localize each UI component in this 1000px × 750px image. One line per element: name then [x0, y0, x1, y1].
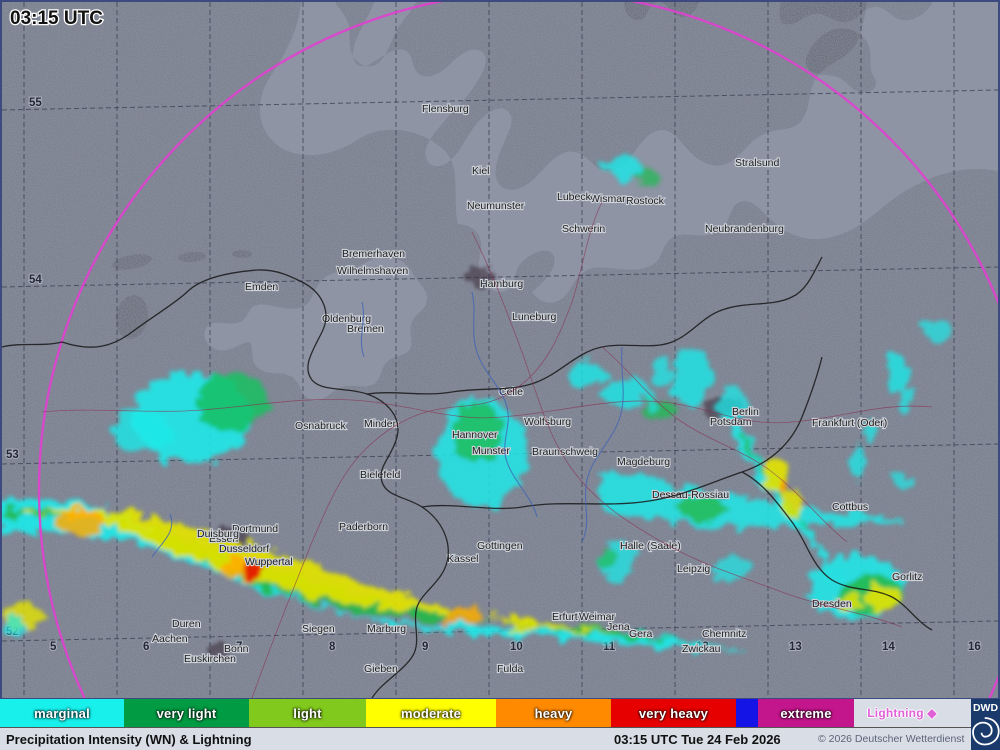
- svg-text:Rostock: Rostock: [626, 195, 665, 207]
- svg-text:Minden: Minden: [364, 418, 399, 430]
- svg-text:13: 13: [789, 641, 802, 653]
- svg-text:Braunschweig: Braunschweig: [532, 446, 598, 458]
- svg-text:Leipzig: Leipzig: [677, 563, 710, 575]
- svg-text:10: 10: [510, 641, 523, 653]
- svg-text:Paderborn: Paderborn: [339, 521, 388, 533]
- svg-text:16: 16: [968, 641, 981, 653]
- svg-text:Hannover: Hannover: [452, 429, 498, 441]
- svg-text:14: 14: [882, 641, 895, 653]
- svg-text:Bremerhaven: Bremerhaven: [342, 248, 405, 260]
- svg-text:Kiel: Kiel: [472, 165, 490, 177]
- svg-text:Potsdam: Potsdam: [710, 416, 752, 428]
- svg-text:Stralsund: Stralsund: [735, 157, 780, 169]
- svg-text:Wuppertal: Wuppertal: [245, 556, 293, 568]
- svg-text:54: 54: [29, 274, 42, 286]
- svg-text:Aachen: Aachen: [152, 633, 188, 645]
- svg-text:Schwerin: Schwerin: [562, 223, 605, 235]
- svg-text:Flensburg: Flensburg: [422, 103, 469, 115]
- svg-text:Fulda: Fulda: [497, 663, 523, 675]
- svg-text:Wolfsburg: Wolfsburg: [524, 416, 571, 428]
- svg-text:Kassel: Kassel: [447, 553, 479, 565]
- svg-text:Hamburg: Hamburg: [480, 278, 523, 290]
- svg-text:Dresden: Dresden: [812, 598, 852, 610]
- svg-text:Frankfurt (Oder): Frankfurt (Oder): [812, 417, 887, 429]
- svg-text:Zwickau: Zwickau: [682, 643, 721, 655]
- svg-text:Cottbus: Cottbus: [832, 501, 868, 513]
- svg-text:Luneburg: Luneburg: [512, 311, 557, 323]
- svg-text:Bielefeld: Bielefeld: [360, 469, 400, 481]
- svg-text:9: 9: [422, 641, 428, 653]
- svg-text:DWD: DWD: [973, 702, 998, 714]
- svg-text:Siegen: Siegen: [302, 623, 335, 635]
- svg-text:Neubrandenburg: Neubrandenburg: [705, 223, 784, 235]
- svg-text:Bonn: Bonn: [224, 643, 249, 655]
- svg-text:53: 53: [6, 449, 19, 461]
- svg-text:Gorlitz: Gorlitz: [892, 571, 922, 583]
- svg-text:Lubeck: Lubeck: [557, 191, 592, 203]
- svg-text:Duisburg: Duisburg: [197, 528, 239, 540]
- svg-text:Dusseldorf: Dusseldorf: [219, 543, 269, 555]
- svg-text:03:15 UTC: 03:15 UTC: [10, 8, 103, 29]
- svg-text:Gera: Gera: [629, 628, 653, 640]
- svg-text:Chemnitz: Chemnitz: [702, 628, 746, 640]
- svg-text:Weimar: Weimar: [579, 611, 615, 623]
- svg-text:Neumunster: Neumunster: [467, 200, 525, 212]
- svg-text:5: 5: [50, 641, 57, 653]
- svg-text:Bremen: Bremen: [347, 323, 384, 335]
- svg-text:6: 6: [143, 641, 149, 653]
- svg-text:Erfurt: Erfurt: [552, 611, 578, 623]
- svg-text:Osnabruck: Osnabruck: [295, 420, 347, 432]
- svg-text:8: 8: [329, 641, 336, 653]
- svg-text:Marburg: Marburg: [367, 623, 406, 635]
- svg-text:Halle (Saale): Halle (Saale): [620, 540, 681, 552]
- svg-text:Magdeburg: Magdeburg: [617, 456, 670, 468]
- svg-text:Gieben: Gieben: [364, 663, 398, 675]
- svg-text:Emden: Emden: [245, 281, 278, 293]
- svg-text:Gottingen: Gottingen: [477, 540, 523, 552]
- svg-text:55: 55: [29, 97, 42, 109]
- svg-text:Wismar: Wismar: [590, 193, 626, 205]
- svg-text:Duren: Duren: [172, 618, 201, 630]
- svg-text:Wilhelmshaven: Wilhelmshaven: [337, 265, 408, 277]
